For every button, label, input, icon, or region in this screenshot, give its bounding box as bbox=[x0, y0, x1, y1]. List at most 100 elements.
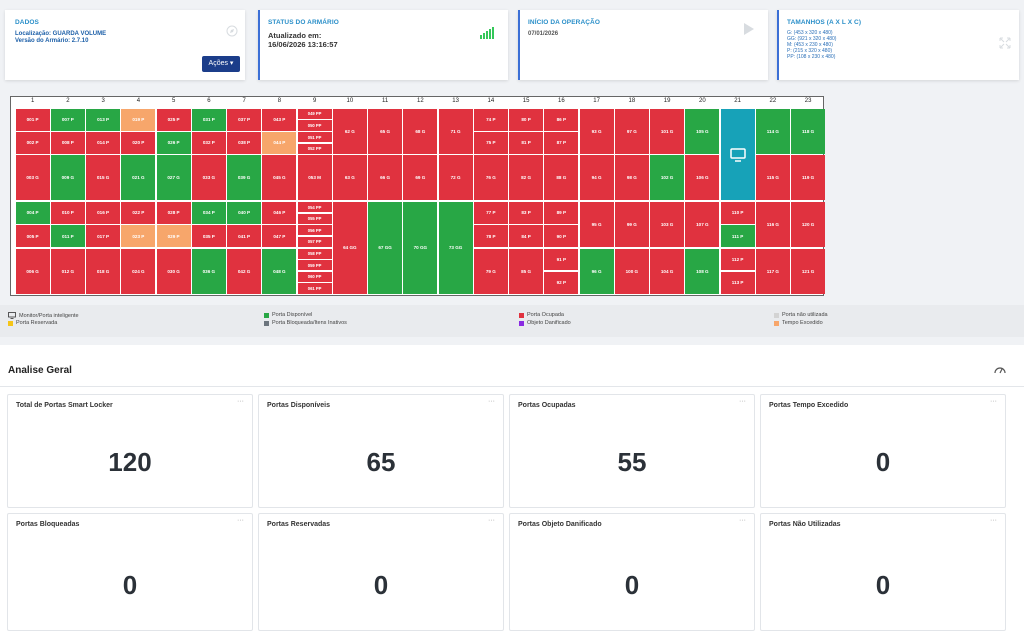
kpi-menu-button[interactable]: ··· bbox=[990, 398, 997, 405]
locker-door[interactable]: 055 PP bbox=[297, 213, 332, 224]
locker-door[interactable]: 035 P bbox=[191, 225, 226, 248]
locker-door[interactable]: 119 G bbox=[791, 155, 826, 201]
locker-door[interactable]: 001 P bbox=[15, 108, 50, 131]
locker-door[interactable]: 058 PP bbox=[297, 248, 332, 259]
locker-door[interactable]: 054 PP bbox=[297, 201, 332, 213]
locker-door[interactable]: 68 G bbox=[403, 108, 438, 154]
locker-door[interactable]: 76 G bbox=[473, 155, 508, 201]
dashboard-icon[interactable] bbox=[994, 365, 1006, 375]
locker-door[interactable]: 025 P bbox=[156, 108, 191, 131]
locker-door[interactable]: 78 P bbox=[473, 225, 508, 248]
locker-door[interactable]: 65 G bbox=[368, 108, 403, 154]
locker-door[interactable]: 64 GG bbox=[332, 201, 367, 294]
locker-door[interactable]: 87 P bbox=[544, 132, 579, 154]
locker-door[interactable]: 013 P bbox=[86, 108, 121, 131]
locker-door[interactable]: 66 G bbox=[368, 155, 403, 201]
locker-door[interactable]: 108 G bbox=[685, 248, 720, 294]
locker-door[interactable]: 112 P bbox=[720, 248, 755, 271]
locker-door[interactable]: 015 G bbox=[86, 155, 121, 201]
locker-door[interactable]: 81 P bbox=[509, 132, 544, 154]
locker-door[interactable]: 011 P bbox=[50, 225, 85, 248]
locker-door[interactable]: 033 G bbox=[191, 155, 226, 201]
locker-door[interactable]: 117 G bbox=[755, 248, 790, 294]
kpi-menu-button[interactable]: ··· bbox=[990, 517, 997, 524]
locker-door[interactable]: 016 P bbox=[86, 201, 121, 224]
locker-door[interactable]: 103 G bbox=[650, 201, 685, 248]
locker-door[interactable]: 93 G bbox=[579, 108, 614, 154]
locker-door[interactable]: 62 G bbox=[332, 108, 367, 154]
locker-door[interactable]: 040 P bbox=[227, 201, 262, 224]
locker-door[interactable]: 034 P bbox=[191, 201, 226, 224]
locker-door[interactable]: 014 P bbox=[86, 132, 121, 154]
locker-door[interactable]: 67 GG bbox=[368, 201, 403, 294]
locker-door[interactable]: 83 P bbox=[509, 201, 544, 224]
locker-door[interactable]: 007 P bbox=[50, 108, 85, 131]
locker-door[interactable]: 101 G bbox=[650, 108, 685, 154]
smart-monitor[interactable] bbox=[720, 108, 755, 201]
locker-door[interactable]: 004 P bbox=[15, 201, 50, 224]
locker-door[interactable]: 051 PP bbox=[297, 132, 332, 143]
expand-icon[interactable] bbox=[999, 37, 1011, 49]
locker-door[interactable]: 80 P bbox=[509, 108, 544, 131]
locker-door[interactable]: 022 P bbox=[121, 201, 156, 224]
locker-door[interactable]: 017 P bbox=[86, 225, 121, 248]
kpi-menu-button[interactable]: ··· bbox=[488, 398, 495, 405]
locker-door[interactable]: 113 P bbox=[720, 271, 755, 294]
locker-door[interactable]: 009 G bbox=[50, 155, 85, 201]
kpi-menu-button[interactable]: ··· bbox=[237, 517, 244, 524]
locker-door[interactable]: 019 P bbox=[121, 108, 156, 131]
locker-door[interactable]: 100 G bbox=[614, 248, 649, 294]
locker-door[interactable]: 73 GG bbox=[438, 201, 473, 294]
locker-door[interactable]: 012 G bbox=[50, 248, 85, 294]
locker-door[interactable]: 002 P bbox=[15, 132, 50, 154]
locker-door[interactable]: 056 PP bbox=[297, 225, 332, 236]
locker-door[interactable]: 110 P bbox=[720, 201, 755, 224]
locker-door[interactable]: 79 G bbox=[473, 248, 508, 294]
locker-door[interactable]: 038 P bbox=[227, 132, 262, 154]
locker-door[interactable]: 94 G bbox=[579, 155, 614, 201]
locker-door[interactable]: 046 P bbox=[262, 201, 297, 224]
locker-door[interactable]: 027 G bbox=[156, 155, 191, 201]
locker-door[interactable]: 91 P bbox=[544, 248, 579, 271]
kpi-menu-button[interactable]: ··· bbox=[237, 398, 244, 405]
kpi-menu-button[interactable]: ··· bbox=[488, 517, 495, 524]
locker-door[interactable]: 96 G bbox=[579, 248, 614, 294]
locker-door[interactable]: 97 G bbox=[614, 108, 649, 154]
locker-door[interactable]: 89 P bbox=[544, 201, 579, 224]
locker-door[interactable]: 047 P bbox=[262, 225, 297, 248]
locker-door[interactable]: 049 PP bbox=[297, 108, 332, 119]
locker-door[interactable]: 71 G bbox=[438, 108, 473, 154]
locker-door[interactable]: 114 G bbox=[755, 108, 790, 154]
locker-door[interactable]: 041 P bbox=[227, 225, 262, 248]
locker-door[interactable]: 050 PP bbox=[297, 120, 332, 131]
locker-door[interactable]: 118 G bbox=[791, 108, 826, 154]
locker-door[interactable]: 010 P bbox=[50, 201, 85, 224]
locker-door[interactable]: 005 P bbox=[15, 225, 50, 248]
locker-door[interactable]: 105 G bbox=[685, 108, 720, 154]
locker-door[interactable]: 029 P bbox=[156, 225, 191, 248]
locker-door[interactable]: 008 P bbox=[50, 132, 85, 154]
locker-door[interactable]: 90 P bbox=[544, 225, 579, 248]
locker-door[interactable]: 70 GG bbox=[403, 201, 438, 294]
locker-door[interactable]: 111 P bbox=[720, 225, 755, 248]
locker-door[interactable]: 88 G bbox=[544, 155, 579, 201]
locker-door[interactable]: 92 P bbox=[544, 271, 579, 294]
kpi-menu-button[interactable]: ··· bbox=[739, 398, 746, 405]
locker-door[interactable]: 116 G bbox=[755, 201, 790, 248]
locker-door[interactable]: 86 P bbox=[544, 108, 579, 131]
locker-door[interactable]: 74 P bbox=[473, 108, 508, 131]
locker-door[interactable]: 69 G bbox=[403, 155, 438, 201]
locker-door[interactable]: 98 G bbox=[614, 155, 649, 201]
kpi-menu-button[interactable]: ··· bbox=[739, 517, 746, 524]
locker-door[interactable]: 115 G bbox=[755, 155, 790, 201]
locker-door[interactable]: 106 G bbox=[685, 155, 720, 201]
locker-door[interactable]: 72 G bbox=[438, 155, 473, 201]
locker-door[interactable]: 121 G bbox=[791, 248, 826, 294]
locker-door[interactable]: 044 P bbox=[262, 132, 297, 154]
locker-door[interactable]: 031 P bbox=[191, 108, 226, 131]
locker-door[interactable]: 023 P bbox=[121, 225, 156, 248]
locker-door[interactable]: 006 G bbox=[15, 248, 50, 294]
locker-door[interactable]: 028 P bbox=[156, 201, 191, 224]
locker-door[interactable]: 060 PP bbox=[297, 271, 332, 283]
locker-door[interactable]: 057 PP bbox=[297, 236, 332, 248]
